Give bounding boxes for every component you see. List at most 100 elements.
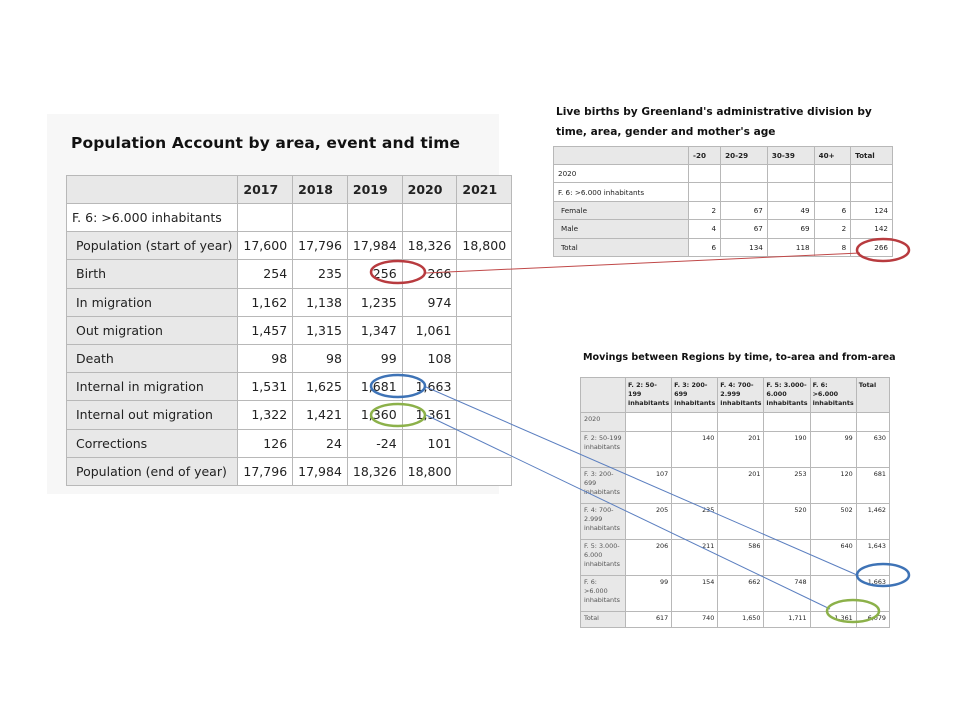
value-cell: 254 (237, 259, 294, 289)
value-cell: -24 (346, 428, 403, 458)
live-births-title: Live births by Greenland's administrativ… (556, 106, 872, 138)
population_account-row-population-start-of-year: Population (start of year) 17,600 17,796 17… (65, 231, 513, 261)
value-cell: 17,984 (292, 456, 348, 486)
header-row: -20 20-29 30-39 40+ Total (553, 146, 893, 165)
row-label: Corrections (65, 428, 239, 458)
value-cell: 201 (717, 467, 765, 504)
movings-row-f-4-700-2-999-inhabitants: F. 4: 700-2.999 inhabitants 205 235 520 502 1… (580, 503, 891, 540)
value-cell: 1,162 (237, 287, 294, 317)
value-cell: 24 (292, 428, 348, 458)
row-label: Death (65, 343, 239, 374)
value-cell: 18,800 (401, 456, 458, 486)
value-cell: 107 (624, 467, 673, 504)
value-cell: 586 (717, 539, 765, 576)
from-area-header[interactable]: F. 4: 700-2.999 inhabitants (717, 377, 765, 413)
age-header[interactable]: -20 (687, 146, 722, 165)
year-header[interactable]: 2020 (401, 175, 458, 204)
value-cell (456, 287, 513, 317)
population_account-row-out-migration: Out migration 1,457 1,315 1,347 1,061 (65, 315, 513, 345)
value-cell: 201 (717, 431, 765, 468)
value-cell (671, 467, 719, 504)
empty-cell (401, 202, 458, 233)
live-births-rows: Female 2 67 49 6 124 Male 4 67 69 2 142 Total 6 134 118… (553, 200, 893, 257)
from-area-header[interactable]: F. 3: 200-699 inhabitants (671, 377, 719, 413)
value-cell: 1,643 (855, 539, 891, 576)
value-cell: 142 (850, 219, 893, 239)
value-cell: 1,681 (346, 372, 403, 402)
population_account-row-in-migration: In migration 1,162 1,138 1,235 974 (65, 287, 513, 317)
from-area-header[interactable]: F. 6: >6.000 inhabitants (809, 377, 857, 413)
value-cell: 154 (671, 575, 719, 612)
value-cell (456, 456, 513, 486)
year-header[interactable]: 2018 (292, 175, 348, 204)
empty-cell (292, 202, 348, 233)
value-cell: 120 (809, 467, 857, 504)
value-cell: 266 (401, 259, 458, 289)
value-cell: 6,079 (855, 611, 891, 628)
group-row: F. 6: >6.000 inhabitants (553, 182, 893, 202)
value-cell: 98 (237, 343, 294, 374)
value-cell (624, 431, 673, 468)
value-cell: 1,531 (237, 372, 294, 402)
year-label: 2020 (580, 412, 626, 432)
age-header[interactable]: 30-39 (766, 146, 815, 165)
corner-cell (65, 175, 239, 204)
group-row: F. 6: >6.000 inhabitants (65, 202, 513, 233)
value-cell: 17,600 (237, 231, 294, 261)
value-cell: 1,650 (717, 611, 765, 628)
value-cell: 6 (687, 237, 722, 257)
population_account-row-internal-in-migration: Internal in migration 1,531 1,625 1,681 1,66… (65, 372, 513, 402)
movings-rows: F. 2: 50-199 inhabitants 140 201 190 99 630 F.… (580, 431, 891, 628)
population_account-row-internal-out-migration: Internal out migration 1,322 1,421 1,360 1,3… (65, 400, 513, 430)
value-cell: 101 (401, 428, 458, 458)
from-area-header[interactable]: F. 5: 3.000-6.000 inhabitants (763, 377, 811, 413)
live_births-row-male: Male 4 67 69 2 142 (553, 219, 893, 239)
value-cell: 18,800 (456, 231, 513, 261)
row-label: Internal out migration (65, 400, 239, 430)
total-header[interactable]: Total (855, 377, 891, 413)
row-label: F. 2: 50-199 inhabitants (580, 431, 626, 468)
row-label: F. 4: 700-2.999 inhabitants (580, 503, 626, 540)
value-cell: 235 (292, 259, 348, 289)
value-cell: 630 (855, 431, 891, 468)
movings-row-f-6-6-000-inhabitants: F. 6: >6.000 inhabitants 99 154 662 748 1,663 (580, 575, 891, 612)
value-cell: 124 (850, 200, 893, 221)
value-cell: 640 (809, 539, 857, 576)
row-label: Population (start of year) (65, 231, 239, 261)
live-births-panel: Live births by Greenland's administrativ… (548, 96, 898, 264)
age-header[interactable]: 20-29 (720, 146, 768, 165)
year-header[interactable]: 2019 (346, 175, 403, 204)
population_account-row-death: Death 98 98 99 108 (65, 343, 513, 374)
value-cell: 253 (763, 467, 811, 504)
age-header[interactable]: 40+ (813, 146, 852, 165)
value-cell (763, 539, 811, 576)
value-cell: 99 (346, 343, 403, 374)
value-cell (456, 315, 513, 345)
value-cell: 1,711 (763, 611, 811, 628)
value-cell: 99 (809, 431, 857, 468)
year-header[interactable]: 2021 (456, 175, 513, 204)
value-cell: 17,984 (346, 231, 403, 261)
row-label: Population (end of year) (65, 456, 239, 486)
value-cell: 1,421 (292, 400, 348, 430)
row-label: F. 6: >6.000 inhabitants (580, 575, 626, 612)
value-cell: 108 (401, 343, 458, 374)
value-cell: 17,796 (292, 231, 348, 261)
value-cell: 4 (687, 219, 722, 239)
value-cell: 740 (671, 611, 719, 628)
row-label: Internal in migration (65, 372, 239, 402)
value-cell: 748 (763, 575, 811, 612)
population-account-panel: Population Account by area, event and ti… (47, 114, 513, 494)
year-row: 2020 (553, 163, 893, 184)
year-header[interactable]: 2017 (237, 175, 294, 204)
empty-cell (237, 202, 294, 233)
value-cell: 1,361 (809, 611, 857, 628)
corner-cell (580, 377, 626, 413)
from-area-header[interactable]: F. 2: 50-199 inhabitants (624, 377, 673, 413)
movings-panel: Movings between Regions by time, to-area… (574, 346, 896, 628)
population_account-row-birth: Birth 254 235 256 266 (65, 259, 513, 289)
value-cell: 1,625 (292, 372, 348, 402)
value-cell: 256 (346, 259, 403, 289)
total-header[interactable]: Total (850, 146, 893, 165)
row-label: Male (553, 219, 689, 239)
